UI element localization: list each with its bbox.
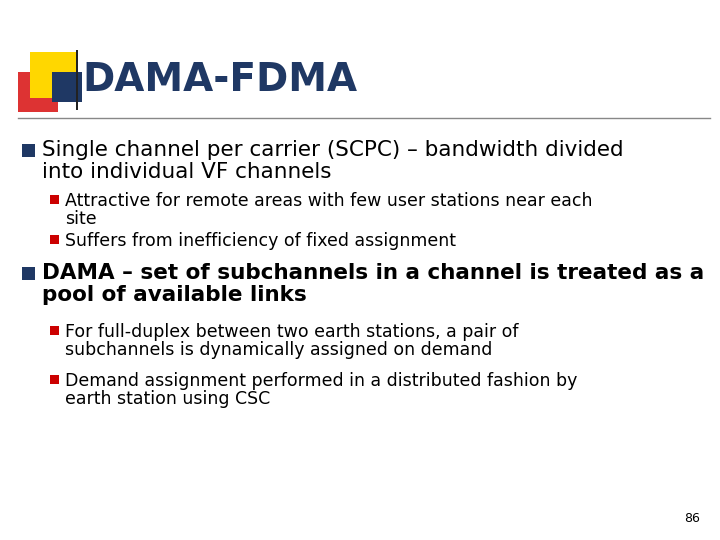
Bar: [50, 235, 59, 244]
Text: Suffers from inefficiency of fixed assignment: Suffers from inefficiency of fixed assig…: [65, 232, 456, 250]
Bar: [50, 195, 59, 204]
Text: Single channel per carrier (SCPC) – bandwidth divided: Single channel per carrier (SCPC) – band…: [42, 140, 624, 160]
Text: 86: 86: [684, 512, 700, 525]
Text: earth station using CSC: earth station using CSC: [65, 390, 270, 408]
Bar: [50, 326, 59, 335]
Text: Attractive for remote areas with few user stations near each: Attractive for remote areas with few use…: [65, 192, 593, 210]
Bar: [50, 375, 59, 384]
Bar: [22, 144, 35, 157]
Bar: [18, 72, 58, 112]
Text: pool of available links: pool of available links: [42, 285, 307, 305]
Text: Demand assignment performed in a distributed fashion by: Demand assignment performed in a distrib…: [65, 372, 577, 390]
Bar: [76, 50, 78, 110]
Text: site: site: [65, 210, 96, 228]
Text: into individual VF channels: into individual VF channels: [42, 162, 331, 182]
Bar: [52, 72, 82, 102]
Text: DAMA – set of subchannels in a channel is treated as a: DAMA – set of subchannels in a channel i…: [42, 263, 704, 283]
Text: DAMA-FDMA: DAMA-FDMA: [82, 61, 357, 99]
Text: subchannels is dynamically assigned on demand: subchannels is dynamically assigned on d…: [65, 341, 492, 359]
Bar: [22, 267, 35, 280]
Bar: [30, 52, 76, 98]
Text: For full-duplex between two earth stations, a pair of: For full-duplex between two earth statio…: [65, 323, 518, 341]
